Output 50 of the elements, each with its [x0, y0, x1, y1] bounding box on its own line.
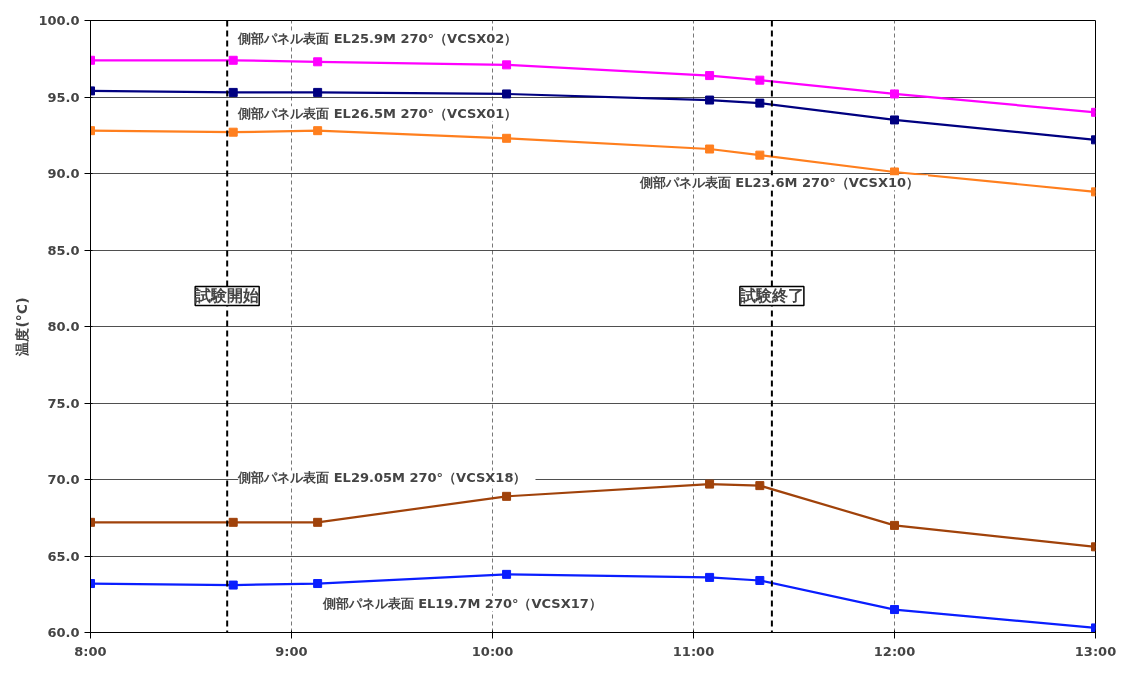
point: [228, 55, 238, 65]
y-tick-label: 60.0: [47, 625, 80, 640]
point: [502, 60, 512, 70]
point: [228, 517, 238, 527]
point: [755, 150, 765, 160]
point: [502, 569, 512, 579]
series-label: 側部パネル表面 EL25.9M 270°（VCSX02）: [237, 31, 518, 47]
x-tick-label: 9:00: [275, 643, 308, 659]
point: [313, 57, 323, 67]
series-label: 側部パネル表面 EL19.7M 270°（VCSX17）: [321, 595, 602, 611]
point: [228, 580, 238, 590]
y-tick-label: 85.0: [47, 242, 80, 258]
y-axis-title: 温度(°C): [14, 297, 31, 357]
point: [890, 520, 899, 530]
x-tick-label: 10:00: [471, 643, 514, 659]
y-tick-label: 70.0: [47, 472, 80, 487]
x-tick-label: 11:00: [672, 643, 715, 659]
point: [755, 98, 765, 108]
point: [890, 89, 899, 99]
x-tick-label: 12:00: [873, 643, 916, 659]
y-tick-label: 65.0: [47, 548, 80, 564]
point: [502, 89, 512, 99]
y-tick-label: 75.0: [47, 395, 80, 411]
point: [890, 605, 899, 615]
series-label: 側部パネル表面 EL29.05M 270°（VCSX18）: [237, 470, 527, 486]
x-tick-label: 13:00: [1074, 643, 1117, 659]
point: [502, 491, 512, 501]
series-label: 側部パネル表面 EL26.5M 270°（VCSX01）: [237, 106, 518, 122]
y-tick-label: 90.0: [47, 166, 80, 181]
point: [228, 87, 238, 97]
point: [313, 126, 323, 136]
point: [502, 133, 512, 143]
point: [313, 517, 323, 527]
x-tick-label: 8:00: [74, 643, 107, 659]
point: [755, 75, 765, 85]
point: [228, 127, 238, 137]
point: [705, 95, 715, 105]
y-tick-label: 80.0: [47, 319, 80, 334]
point: [890, 115, 899, 125]
point: [705, 144, 715, 154]
point: [313, 87, 323, 97]
series-label: 側部パネル表面 EL23.6M 270°（VCSX10）: [638, 175, 920, 191]
point: [705, 479, 715, 489]
point: [313, 579, 323, 589]
point: [755, 481, 765, 491]
point: [705, 572, 715, 582]
point: [755, 575, 765, 585]
y-tick-label: 100.0: [38, 13, 80, 28]
y-tick-label: 95.0: [47, 89, 80, 105]
point: [705, 71, 715, 81]
